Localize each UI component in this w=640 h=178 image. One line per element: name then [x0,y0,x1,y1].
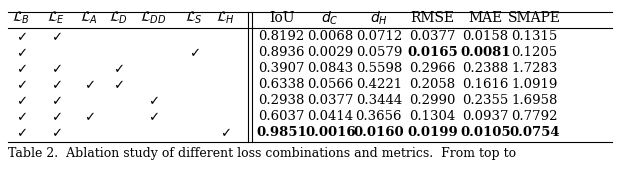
Text: 0.2938: 0.2938 [259,95,305,108]
Text: $\mathcal{L}_D$: $\mathcal{L}_D$ [109,10,128,26]
Text: 0.2058: 0.2058 [409,78,455,91]
Text: 0.8192: 0.8192 [259,30,305,43]
Text: MAE: MAE [468,11,503,25]
Text: 0.1205: 0.1205 [511,46,557,59]
Text: 0.0165: 0.0165 [407,46,458,59]
Text: 0.7792: 0.7792 [511,111,557,124]
Text: $\checkmark$: $\checkmark$ [189,46,200,59]
Text: SMAPE: SMAPE [508,11,561,25]
Text: $\checkmark$: $\checkmark$ [220,127,231,140]
Text: 0.0199: 0.0199 [407,127,458,140]
Text: 0.3444: 0.3444 [356,95,402,108]
Text: 0.2388: 0.2388 [463,62,509,75]
Text: $\checkmark$: $\checkmark$ [16,78,27,91]
Text: $\mathcal{L}_H$: $\mathcal{L}_H$ [216,10,235,26]
Text: $\mathcal{L}_A$: $\mathcal{L}_A$ [81,10,99,26]
Text: 0.3907: 0.3907 [259,62,305,75]
Text: $\checkmark$: $\checkmark$ [16,30,27,43]
Text: 1.7283: 1.7283 [511,62,557,75]
Text: $\checkmark$: $\checkmark$ [16,46,27,59]
Text: $\checkmark$: $\checkmark$ [16,127,27,140]
Text: 0.1616: 0.1616 [463,78,509,91]
Text: $d_C$: $d_C$ [321,9,339,27]
Text: 1.0919: 1.0919 [511,78,557,91]
Text: $\mathcal{L}_S$: $\mathcal{L}_S$ [186,10,203,26]
Text: 0.2966: 0.2966 [409,62,456,75]
Text: $\mathcal{L}_B$: $\mathcal{L}_B$ [12,10,30,26]
Text: 0.0566: 0.0566 [307,78,353,91]
Text: $\checkmark$: $\checkmark$ [113,78,124,91]
Text: 0.0160: 0.0160 [353,127,404,140]
Text: RMSE: RMSE [410,11,454,25]
Text: 0.5598: 0.5598 [356,62,402,75]
Text: 0.0016: 0.0016 [305,127,356,140]
Text: $\mathcal{L}_{DD}$: $\mathcal{L}_{DD}$ [140,10,166,26]
Text: $\checkmark$: $\checkmark$ [51,78,62,91]
Text: 0.0843: 0.0843 [307,62,353,75]
Text: 0.0068: 0.0068 [307,30,353,43]
Text: $\checkmark$: $\checkmark$ [16,95,27,108]
Text: $\checkmark$: $\checkmark$ [84,111,95,124]
Text: IoU: IoU [269,11,294,25]
Text: $\checkmark$: $\checkmark$ [148,95,159,108]
Text: 0.0081: 0.0081 [460,46,511,59]
Text: 0.0377: 0.0377 [409,30,456,43]
Text: $\checkmark$: $\checkmark$ [51,127,62,140]
Text: $\checkmark$: $\checkmark$ [84,78,95,91]
Text: 0.3656: 0.3656 [356,111,402,124]
Text: $\checkmark$: $\checkmark$ [16,111,27,124]
Text: $\checkmark$: $\checkmark$ [113,62,124,75]
Text: 0.0937: 0.0937 [463,111,509,124]
Text: 0.0579: 0.0579 [356,46,402,59]
Text: 0.0754: 0.0754 [509,127,559,140]
Text: $\checkmark$: $\checkmark$ [51,111,62,124]
Text: 1.6958: 1.6958 [511,95,557,108]
Text: $\checkmark$: $\checkmark$ [51,30,62,43]
Text: 0.2990: 0.2990 [409,95,456,108]
Text: Table 2.  Ablation study of different loss combinations and metrics.  From top t: Table 2. Ablation study of different los… [8,148,516,161]
Text: 0.0105: 0.0105 [460,127,511,140]
Text: $\checkmark$: $\checkmark$ [51,95,62,108]
Text: 0.0414: 0.0414 [307,111,353,124]
Text: $\checkmark$: $\checkmark$ [148,111,159,124]
Text: $\mathcal{L}_E$: $\mathcal{L}_E$ [47,10,65,26]
Text: 0.2355: 0.2355 [463,95,509,108]
Text: $d_H$: $d_H$ [370,9,388,27]
Text: 0.4221: 0.4221 [356,78,402,91]
Text: 0.0029: 0.0029 [307,46,353,59]
Text: 0.0712: 0.0712 [356,30,402,43]
Text: 0.6338: 0.6338 [259,78,305,91]
Text: 0.0377: 0.0377 [307,95,353,108]
Text: 0.1315: 0.1315 [511,30,557,43]
Text: 0.1304: 0.1304 [409,111,456,124]
Text: $\checkmark$: $\checkmark$ [51,62,62,75]
Text: 0.9851: 0.9851 [257,127,307,140]
Text: 0.0158: 0.0158 [463,30,509,43]
Text: 0.8936: 0.8936 [259,46,305,59]
Text: $\checkmark$: $\checkmark$ [16,62,27,75]
Text: 0.6037: 0.6037 [259,111,305,124]
